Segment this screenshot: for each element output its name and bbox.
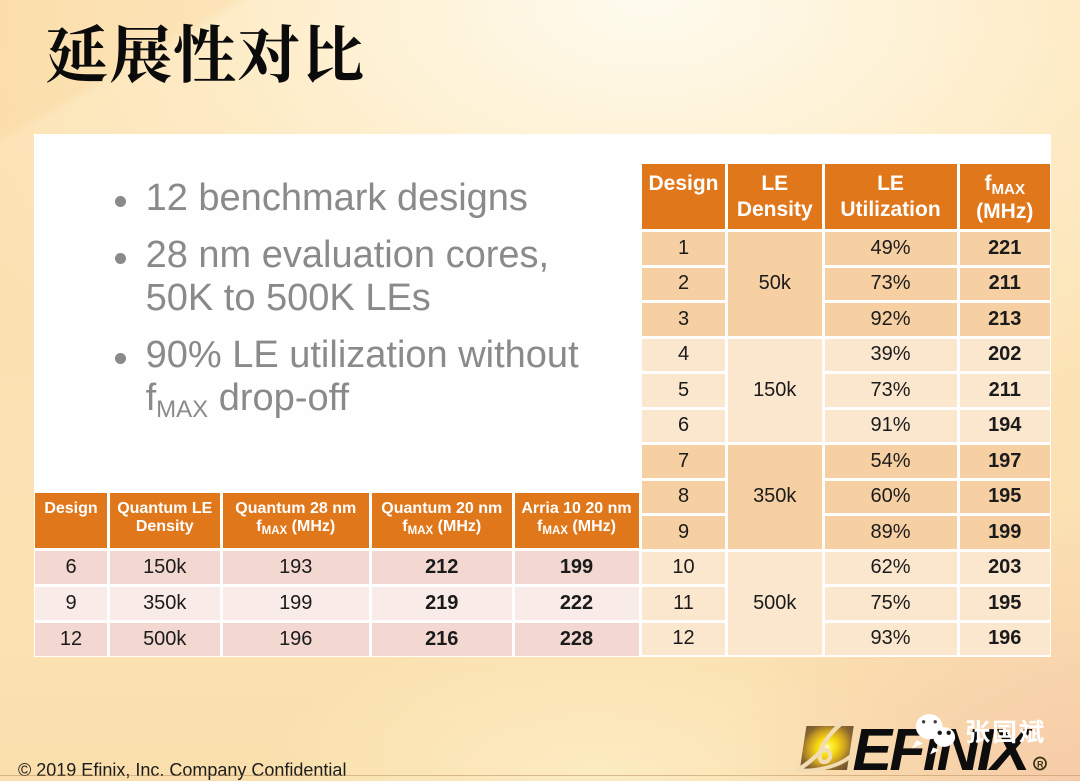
svg-text:R: R xyxy=(1037,760,1044,770)
